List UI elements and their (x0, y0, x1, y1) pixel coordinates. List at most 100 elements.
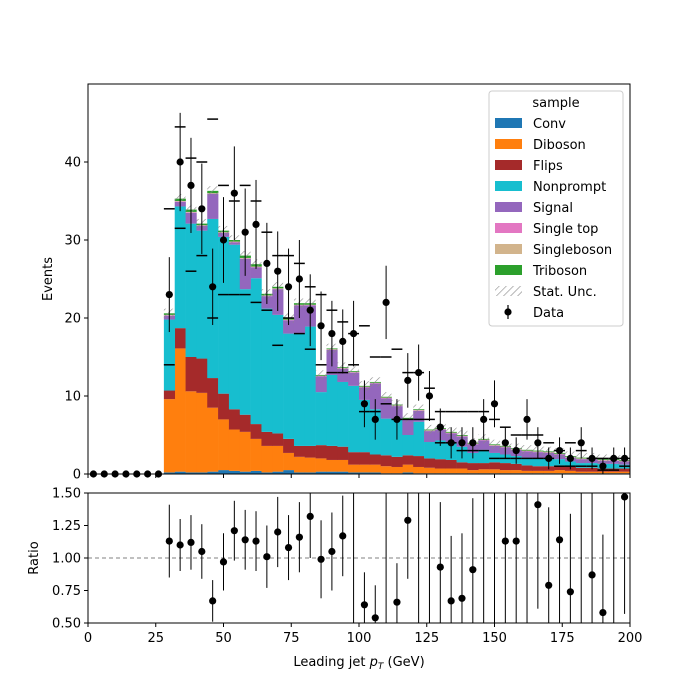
ratio-point (317, 555, 325, 563)
stat-unc-band (489, 439, 500, 450)
bar-nonprompt (272, 314, 284, 434)
ratio-points (165, 493, 629, 623)
ratio-ylabel: Ratio (27, 541, 42, 574)
ratio-point (339, 532, 347, 540)
main-ytick-label: 20 (64, 312, 81, 327)
data-point (393, 415, 401, 423)
ratio-xtick-label: 200 (618, 631, 643, 646)
bar-nonprompt (434, 440, 447, 460)
bar-flips (467, 463, 479, 471)
data-point (545, 454, 553, 462)
ratio-point (241, 536, 249, 544)
ratio-ytick-label: 0.50 (52, 617, 81, 632)
bar-diboson (369, 464, 381, 473)
ratio-point (620, 493, 629, 501)
data-point (447, 439, 455, 447)
legend-label-flips: Flips (533, 159, 563, 174)
bar-flips (348, 452, 360, 465)
ratio-ytick-label: 0.75 (52, 584, 81, 599)
bar-flips (163, 390, 176, 400)
bar-diboson (619, 471, 631, 474)
bar-signal (478, 440, 490, 450)
bar-conv (261, 472, 273, 474)
bar-conv (359, 472, 371, 474)
bar-nonprompt (218, 236, 230, 394)
bar-diboson (445, 468, 457, 474)
data-point (469, 439, 477, 447)
ratio-point (219, 558, 228, 566)
bar-signal (207, 193, 219, 219)
stat-unc-band (521, 445, 533, 455)
bar-conv (304, 472, 316, 474)
bar-diboson (207, 407, 219, 472)
data-point (317, 322, 325, 330)
data-point (599, 462, 607, 470)
ratio-point (599, 609, 607, 617)
bar-diboson (239, 431, 251, 472)
bar-diboson (402, 464, 414, 473)
data-point (274, 267, 282, 275)
data-point (328, 330, 336, 338)
legend-box (488, 90, 624, 327)
data-point (566, 454, 574, 462)
bar-conv (293, 472, 306, 474)
bar-diboson (499, 470, 512, 474)
stat-unc-band (424, 424, 435, 435)
legend-entries: Conv Diboson Flips Nonprompt Signal Single to… (495, 117, 612, 321)
bar-diboson (532, 470, 544, 474)
bar-flips (456, 462, 468, 469)
bar-nonprompt (478, 449, 490, 464)
main-panel: 0 10 20 30 40 Events (41, 83, 631, 483)
data-point (436, 423, 444, 431)
bar-nonprompt (348, 385, 360, 453)
ratio-point (555, 536, 564, 544)
legend-swatch-singleboson (495, 244, 522, 254)
data-point (512, 447, 520, 455)
bar-diboson (424, 467, 436, 474)
bar-flips (445, 459, 457, 469)
bar-nonprompt (532, 458, 544, 467)
data-point (295, 275, 303, 283)
x-label-post: (GeV) (383, 655, 424, 670)
bar-diboson (315, 458, 327, 472)
bar-conv (239, 471, 251, 474)
bar-diboson (391, 466, 403, 474)
ratio-point (176, 541, 184, 549)
bar-signal (283, 320, 295, 334)
bar-nonprompt (163, 319, 176, 391)
bar-flips (228, 409, 241, 430)
bar-flips (499, 463, 512, 471)
ratio-xtick-label: 50 (215, 631, 232, 646)
main-y-axis: 0 10 20 30 40 (64, 156, 88, 483)
bar-flips (218, 393, 230, 420)
x-axis-label: Leading jet pT (GeV) (293, 655, 424, 672)
ratio-point (512, 537, 520, 545)
legend-label-conv: Conv (533, 117, 566, 132)
ratio-point (436, 563, 444, 571)
data-point (339, 337, 347, 345)
bar-signal (369, 383, 381, 410)
legend-title: sample (532, 96, 579, 111)
bar-flips (380, 455, 392, 467)
legend-label-signal: Signal (533, 201, 573, 216)
bar-flips (510, 463, 522, 471)
bar-diboson (185, 391, 197, 473)
bar-diboson (218, 419, 230, 471)
bar-conv (163, 472, 176, 474)
data-point (241, 228, 249, 236)
data-point (415, 369, 423, 377)
data-point (176, 158, 184, 166)
legend-swatch-stat-unc (495, 286, 522, 296)
ratio-point (588, 571, 596, 579)
bar-nonprompt (326, 374, 338, 446)
ratio-point (371, 614, 379, 622)
data-point (480, 415, 488, 423)
bar-flips (261, 431, 273, 446)
data-point (284, 283, 293, 291)
bar-flips (196, 358, 208, 393)
bar-nonprompt (174, 206, 186, 329)
bar-nonprompt (489, 452, 501, 463)
data-point (349, 330, 358, 338)
main-ylabel: Events (41, 257, 56, 301)
